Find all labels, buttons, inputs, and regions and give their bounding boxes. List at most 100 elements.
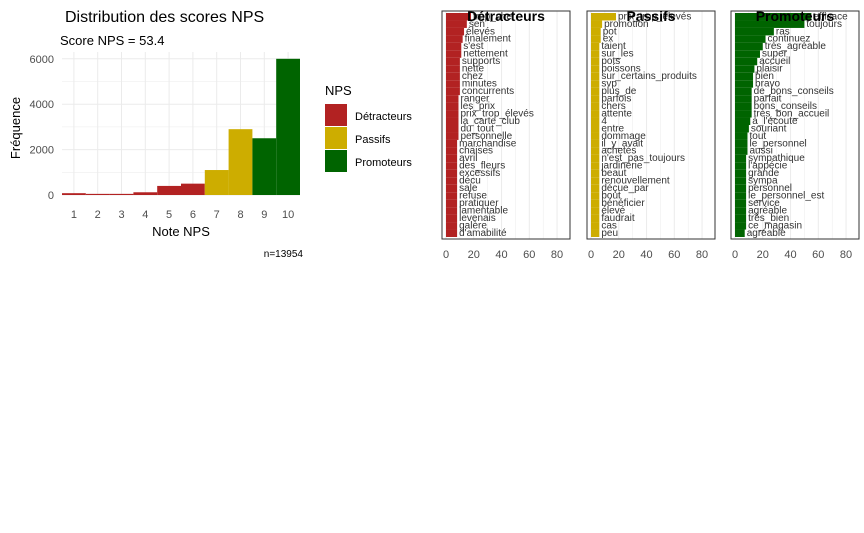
word-label: accueil [759,56,790,67]
word-bar [735,27,774,36]
word-label: élevé [601,205,625,216]
word-bar [591,35,601,43]
word-label: sen [469,19,485,30]
word-bar [735,192,747,200]
word-label: parfait [754,93,782,104]
bar-note-1 [62,193,86,195]
word-bar [591,20,603,28]
word-bar [591,50,600,58]
word-bar [446,42,462,51]
word-bar [591,65,600,73]
word-label: attente [601,108,632,119]
word-bar [735,102,752,111]
word-bar [591,125,600,133]
word-label: bien [755,71,774,82]
word-label: prix_trop_élevés [618,11,691,22]
word-bar [591,72,600,81]
word-bar [446,20,467,28]
word-label: à_l'écoute [752,116,798,127]
word-label: déçue_par [601,183,649,194]
word-label: bout [601,191,621,202]
word-bar [735,214,747,223]
word-bar [735,95,752,103]
bar-note-2 [85,193,110,195]
main-chart-ylabel: Fréquence [8,97,23,159]
word-bar [735,13,812,21]
word-label: nettement [463,49,508,60]
bar-note-10 [276,58,300,195]
word-bar [735,199,747,208]
x-tick-label: 5 [166,209,172,221]
x-tick-label: 10 [282,209,294,221]
word-label: décu [459,176,481,187]
word-bar [446,102,459,111]
word-label: cas [601,220,617,231]
x-tick-label: 40 [640,249,652,261]
word-bar [591,147,600,155]
x-tick-label: 4 [142,209,148,221]
word-label: sur_les [601,49,633,60]
word-bar [735,110,752,118]
word-label: continuez [768,34,811,45]
word-label: la_carte_club [460,116,520,127]
word-bar [446,80,460,88]
word-bar [591,80,600,88]
word-label: le_personnel [749,138,806,149]
word-bar [591,95,600,103]
word-bar [591,162,600,170]
panel-border [586,10,716,240]
word-label: toujours [806,19,842,30]
x-tick-label: 60 [668,249,680,261]
word-label: aussi [749,146,772,157]
word-label: ras [776,26,790,37]
word-label: bravo [755,79,780,90]
word-bar [446,214,458,223]
word-bar [735,65,755,73]
word-bar [446,177,458,185]
word-bar [446,192,458,200]
word-bar [591,177,600,185]
word-bar [735,57,758,66]
word-label: concurrents [462,86,514,97]
x-tick-label: 6 [190,209,196,221]
word-label: efficace [813,11,848,22]
x-tick-label: 1 [71,209,77,221]
word-bar [446,65,460,73]
word-bar [446,117,459,125]
word-bar [446,95,459,103]
word-label: agréable [747,228,786,239]
word-label: sale [459,183,478,194]
word-bar [591,110,600,118]
x-tick-label: 60 [523,249,535,261]
bar-note-4 [133,192,158,195]
word-label: galère [459,220,487,231]
x-tick-label: 3 [118,209,124,221]
word-bar [735,125,749,133]
word-bar [735,72,754,81]
word-label: refuse [459,191,487,202]
word-label: poissons [601,64,640,75]
word-label: excessifs [459,168,500,179]
word-bar [591,13,616,21]
word-bar [446,184,458,193]
legend-key-passifs [325,127,347,149]
word-label: supports [462,56,500,67]
word-label: s'est [463,41,483,52]
panel-border [730,10,860,240]
word-bar [446,199,458,208]
word-label: chez [462,71,483,82]
word-label: d'amabilité [459,228,507,239]
word-bar [446,125,459,133]
word-bar [446,27,465,36]
word-bar [735,177,747,185]
x-tick-label: 20 [757,249,769,261]
word-bar [735,35,766,43]
word-bar [591,229,600,237]
word-bar [446,229,458,237]
word-bar [446,72,460,81]
main-chart-caption: n=13954 [264,249,304,260]
x-tick-label: 0 [732,249,738,261]
word-label: chaises [459,146,493,157]
word-bar [735,139,748,148]
